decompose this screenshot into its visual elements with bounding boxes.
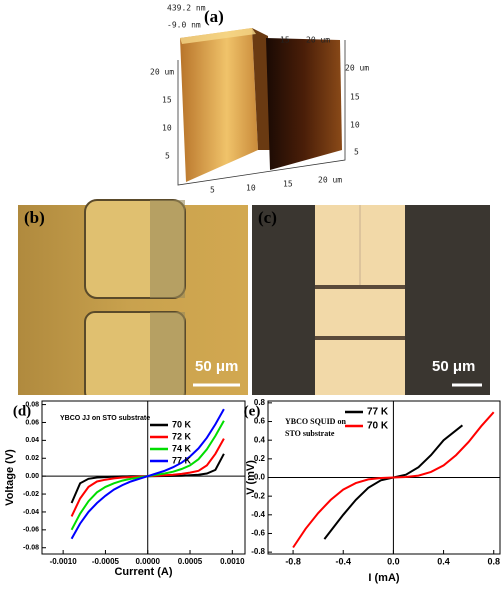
afm-axis-label: 10 — [350, 121, 360, 130]
y-tick-label: -0.02 — [23, 491, 39, 498]
afm-axis-label: 10 — [246, 184, 256, 193]
y-tick-label: 0.08 — [25, 401, 39, 408]
annotation: YBCO SQUID on — [285, 417, 346, 426]
afm-axis-label: 15 — [350, 93, 360, 102]
y-tick-label: 0.2 — [254, 454, 266, 463]
y-tick-label: 0.04 — [25, 437, 39, 444]
y-tick-label: -0.08 — [23, 545, 39, 552]
plot-frame — [41, 400, 246, 555]
legend-label: 77 K — [367, 407, 389, 418]
data-line — [70, 408, 225, 540]
scale-bar-label: 50 μm — [432, 358, 475, 375]
panel-label: (a) — [204, 7, 224, 26]
panel-label: (c) — [258, 208, 277, 227]
x-tick-label: 0.8 — [487, 556, 500, 566]
afm-axis-label: 15 — [280, 36, 290, 45]
legend-label: 77 K — [172, 455, 192, 465]
y-tick-label: -0.4 — [251, 510, 265, 519]
panel-label: (e) — [244, 403, 261, 419]
y-tick-label: 0.8 — [254, 398, 266, 407]
panel-label: (b) — [24, 208, 45, 227]
afm-axis-label: 15 — [162, 96, 172, 105]
afm-axis-label: 10 — [162, 124, 172, 133]
legend-label: 72 K — [172, 431, 192, 441]
y-tick-label: -0.06 — [23, 527, 39, 534]
x-tick-label: 0.0005 — [178, 557, 203, 566]
y-tick-label: 0.4 — [254, 435, 266, 444]
scale-bar-label: 50 μm — [195, 358, 238, 375]
z-max-label: 439.2 nm — [167, 4, 206, 13]
y-tick-label: -0.2 — [251, 491, 265, 500]
legend-label: 70 K — [367, 421, 389, 432]
y-axis-label: Voltage (V) — [4, 449, 16, 506]
afm-axis-label: 20 um — [150, 68, 174, 77]
data-line — [292, 411, 495, 549]
afm-axis-label: 5 — [354, 148, 359, 157]
y-tick-label: -0.6 — [251, 529, 265, 538]
y-tick-label: 0.06 — [25, 419, 39, 426]
y-axis-label: V (mV) — [245, 460, 257, 495]
x-tick-label: -0.0010 — [50, 557, 78, 566]
micrograph-c — [252, 205, 490, 395]
afm-axis-label: 15 — [283, 180, 293, 189]
y-tick-label: 0.00 — [25, 473, 39, 480]
legend-label: 74 K — [172, 443, 192, 453]
y-tick-label: -0.8 — [251, 547, 265, 556]
afm-axis-label: 20 um — [318, 176, 342, 185]
x-tick-label: 0.0000 — [135, 557, 160, 566]
legend-label: 70 K — [172, 419, 192, 429]
afm-image — [177, 28, 346, 186]
annotation: YBCO JJ on STO substrate — [60, 415, 150, 422]
x-tick-label: 0.0010 — [220, 557, 245, 566]
y-tick-label: 0.6 — [254, 417, 266, 426]
afm-axis-label: 5 — [210, 186, 215, 195]
annotation: STO substrate — [285, 429, 335, 438]
afm-axis-label: 20 um — [306, 36, 330, 45]
y-tick-label: -0.04 — [23, 509, 39, 516]
x-axis-label: Current (A) — [114, 566, 172, 578]
z-min-label: -9.0 nm — [167, 21, 201, 30]
x-tick-label: 0.0 — [387, 556, 400, 566]
x-axis-label: I (mA) — [368, 572, 400, 584]
y-tick-label: 0.0 — [254, 473, 266, 482]
x-tick-label: -0.4 — [335, 556, 351, 566]
x-tick-label: -0.8 — [285, 556, 301, 566]
y-tick-label: 0.02 — [25, 455, 39, 462]
x-tick-label: -0.0005 — [92, 557, 120, 566]
afm-axis-label: 20 um — [345, 64, 369, 73]
x-tick-label: 0.4 — [437, 556, 450, 566]
micrograph-b — [18, 199, 248, 405]
panel-label: (d) — [13, 403, 31, 419]
afm-axis-label: 5 — [165, 152, 170, 161]
